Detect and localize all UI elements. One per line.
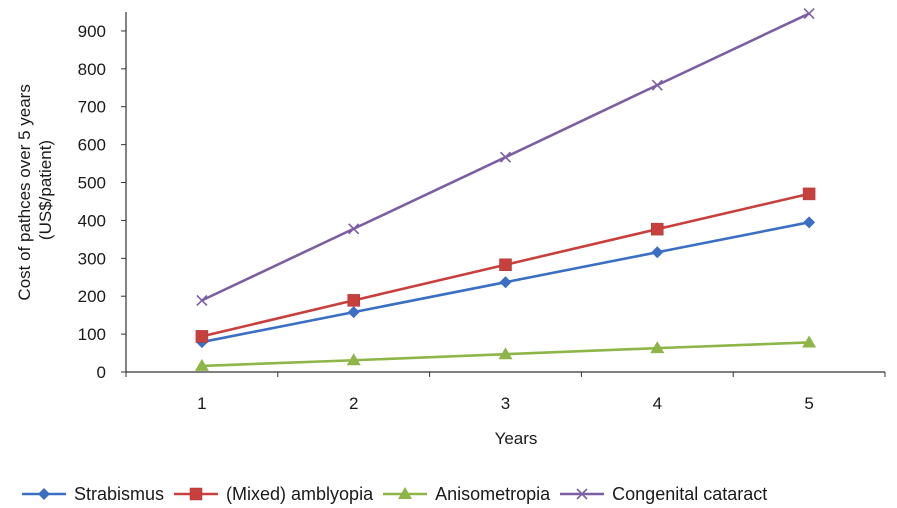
data-point: [347, 306, 360, 319]
legend-swatch: [383, 487, 428, 499]
series-mixed-amblyopia: [195, 187, 816, 343]
x-tick-label: 5: [804, 394, 813, 413]
series-congenital-cataract: [196, 7, 815, 306]
legend-swatch: [22, 488, 66, 500]
y-tick-label: 800: [78, 60, 106, 79]
legend-item: Congenital cataract: [558, 484, 767, 505]
y-axis-ticks: 0 100 200 300 400 500 600 700 800 900: [78, 22, 126, 382]
y-tick-label: 900: [78, 22, 106, 41]
x-axis-ticks: 1 2 3 4 5: [125, 372, 886, 413]
data-point: [348, 223, 360, 235]
data-point: [803, 7, 815, 20]
x-axis-title: Years: [495, 429, 538, 448]
legend-item: Anisometropia: [381, 484, 550, 505]
line-chart: 0 100 200 300 400 500 600 700 800 900 1 2 3 4 5 Years…: [15, 7, 886, 448]
data-point: [498, 347, 513, 360]
legend-item: (Mixed) amblyopia: [172, 484, 373, 505]
y-tick-label: 100: [78, 325, 106, 344]
data-point: [802, 187, 816, 201]
legend-swatch-marker: [398, 487, 413, 499]
data-point: [651, 246, 664, 259]
x-tick-label: 4: [653, 394, 662, 413]
data-point: [499, 151, 512, 163]
series-strabismus: [195, 216, 816, 349]
data-point: [347, 294, 360, 307]
axes: [125, 12, 885, 373]
y-axis-title-line-2: (US$/patient): [36, 140, 55, 240]
legend-swatch-marker: [38, 488, 50, 500]
data-point: [803, 216, 816, 229]
y-tick-label: 400: [78, 211, 106, 230]
x-tick-label: 1: [197, 394, 206, 413]
series-group: [194, 7, 817, 371]
legend-label: Strabismus: [74, 483, 165, 504]
y-tick-label: 600: [78, 136, 106, 155]
data-point: [802, 335, 817, 348]
legend-swatch: [174, 487, 219, 501]
legend-label: (Mixed) amblyopia: [226, 483, 374, 504]
data-point: [499, 276, 512, 289]
series-anisometropia: [194, 335, 817, 371]
x-tick-label: 3: [501, 394, 510, 413]
data-point: [346, 353, 361, 366]
legend-swatch-marker: [576, 488, 588, 500]
legend-item: Strabismus: [20, 484, 164, 505]
data-point: [196, 294, 208, 306]
legend: Strabismus (Mixed) amblyopia Anisometropia…: [20, 480, 897, 508]
data-point: [651, 222, 664, 236]
data-point: [650, 341, 665, 354]
data-point: [195, 330, 209, 343]
y-axis-title: Cost of pathces over 5 years (US$/patien…: [15, 79, 55, 300]
y-tick-label: 700: [78, 98, 106, 117]
legend-label: Congenital cataract: [612, 483, 768, 504]
legend-label: Anisometropia: [435, 483, 551, 504]
y-tick-label: 0: [97, 363, 106, 382]
y-tick-label: 500: [78, 174, 106, 193]
legend-swatch-marker: [189, 487, 203, 501]
y-tick-label: 300: [78, 249, 106, 268]
y-axis-title-line-1: Cost of pathces over 5 years: [15, 84, 34, 300]
data-point: [651, 79, 663, 91]
data-point: [194, 358, 209, 371]
x-tick-label: 2: [349, 394, 358, 413]
data-point: [499, 258, 512, 272]
legend-swatch: [560, 488, 605, 500]
y-tick-label: 200: [78, 287, 106, 306]
